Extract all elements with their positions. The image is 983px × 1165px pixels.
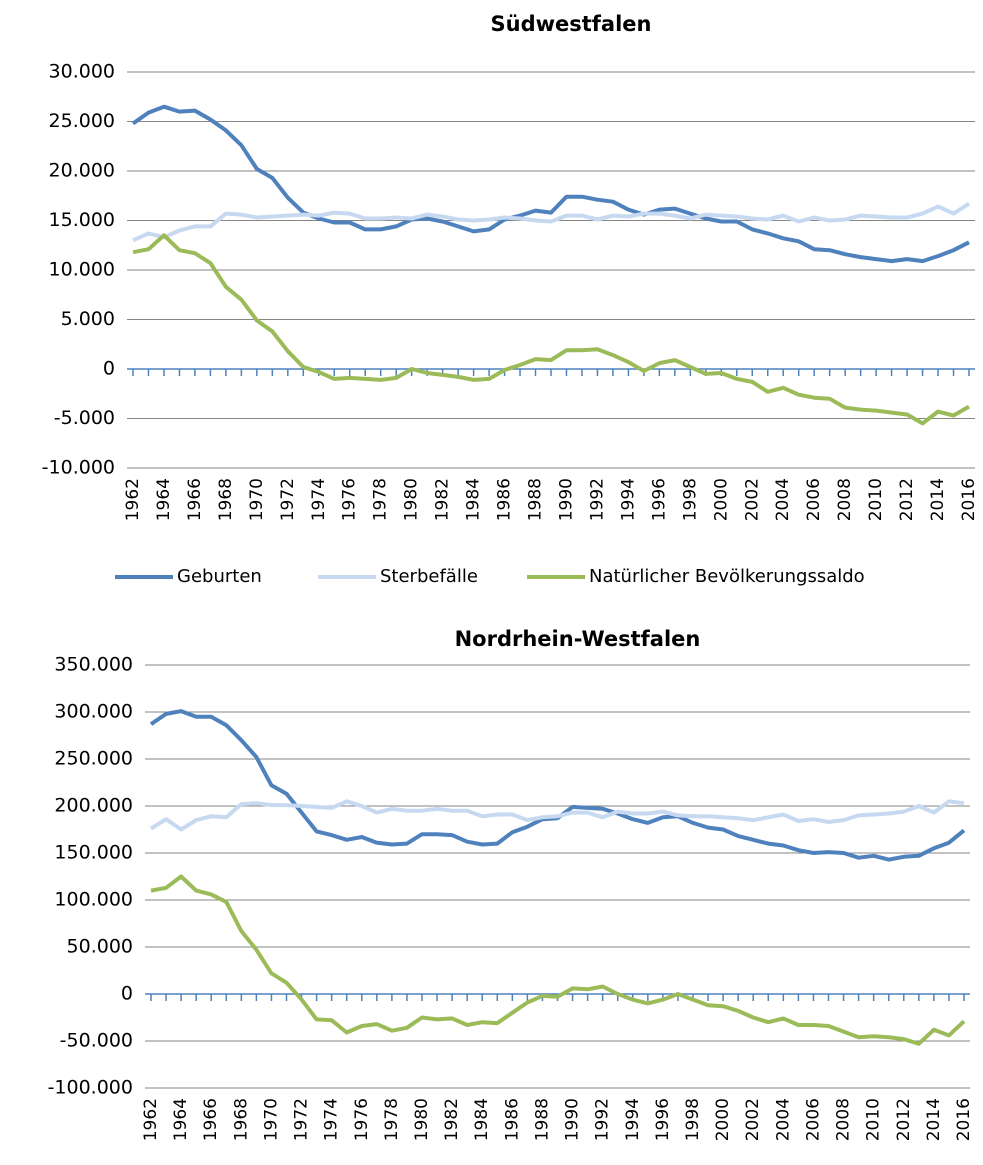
y-tick-label: 20.000 — [49, 160, 115, 182]
x-tick-label: 1976 — [352, 1098, 372, 1141]
x-tick-label: 2000 — [713, 1098, 733, 1141]
y-tick-label: 150.000 — [54, 842, 133, 864]
x-tick-label: 1996 — [653, 1098, 673, 1141]
x-tick-label: 1962 — [123, 478, 143, 521]
x-tick-label: 1996 — [649, 478, 669, 521]
x-tick-label: 1976 — [340, 478, 360, 521]
x-tick-label: 1986 — [502, 1098, 522, 1141]
x-tick-label: 1968 — [231, 1098, 251, 1141]
x-tick-label: 1992 — [587, 478, 607, 521]
y-tick-label: 25.000 — [49, 110, 115, 132]
x-tick-label: 2004 — [773, 1098, 793, 1141]
x-tick-label: 1988 — [532, 1098, 552, 1141]
x-tick-label: 1982 — [433, 478, 453, 521]
x-tick-label: 2006 — [804, 478, 824, 521]
x-tick-label: 2014 — [924, 1098, 944, 1141]
legend-label: Natürlicher Bevölkerungssaldo — [589, 566, 865, 587]
x-tick-label: 1980 — [412, 1098, 432, 1141]
y-tick-label: -5.000 — [54, 407, 115, 429]
x-tick-label: 1974 — [309, 478, 329, 521]
x-tick-label: 2012 — [897, 478, 917, 521]
x-tick-label: 1972 — [278, 478, 298, 521]
x-tick-label: 1966 — [185, 478, 205, 521]
x-tick-label: 2010 — [866, 478, 886, 521]
x-tick-label: 1978 — [371, 478, 391, 521]
x-tick-label: 1974 — [322, 1098, 342, 1141]
x-tick-label: 1972 — [292, 1098, 312, 1141]
x-tick-label: 1984 — [472, 1098, 492, 1141]
y-tick-label: 5.000 — [61, 308, 115, 330]
y-tick-label: 30.000 — [49, 61, 115, 83]
data-line — [149, 799, 965, 832]
data-line — [132, 202, 971, 243]
x-tick-label: 1988 — [526, 478, 546, 521]
y-tick-label: -100.000 — [48, 1077, 133, 1099]
y-tick-label: 250.000 — [54, 748, 133, 770]
x-tick-label: 1984 — [464, 478, 484, 521]
x-tick-label: 1990 — [556, 478, 576, 521]
x-tick-label: 1964 — [171, 1098, 191, 1141]
data-line — [131, 104, 970, 264]
x-tick-label: 1990 — [563, 1098, 583, 1141]
x-tick-label: 1968 — [216, 478, 236, 521]
x-tick-label: 2002 — [743, 1098, 763, 1141]
x-tick-label: 2010 — [864, 1098, 884, 1141]
x-tick-label: 1970 — [247, 478, 267, 521]
x-tick-label: 2012 — [894, 1098, 914, 1141]
legend-label: Sterbefälle — [380, 566, 478, 587]
y-tick-label: 15.000 — [49, 209, 115, 231]
x-tick-label: 2006 — [803, 1098, 823, 1141]
y-tick-label: 300.000 — [54, 701, 133, 723]
x-tick-label: 1982 — [442, 1098, 462, 1141]
chart-title: Nordrhein-Westfalen — [455, 627, 701, 651]
x-tick-label: 2016 — [954, 1098, 974, 1141]
y-tick-label: 50.000 — [67, 936, 133, 958]
y-tick-label: 0 — [121, 983, 133, 1005]
x-tick-label: 1992 — [593, 1098, 613, 1141]
data-line — [132, 233, 970, 426]
x-tick-label: 2004 — [773, 478, 793, 521]
data-line — [149, 709, 966, 862]
y-tick-label: 10.000 — [49, 259, 115, 281]
legend-label: Geburten — [177, 566, 262, 587]
x-tick-label: 1966 — [201, 1098, 221, 1141]
x-tick-label: 2002 — [742, 478, 762, 521]
chart-title: Südwestfalen — [491, 12, 652, 36]
x-tick-label: 1994 — [623, 1098, 643, 1141]
y-tick-label: 100.000 — [54, 889, 133, 911]
y-tick-label: 200.000 — [54, 795, 133, 817]
x-tick-label: 1970 — [261, 1098, 281, 1141]
x-tick-label: 1978 — [382, 1098, 402, 1141]
x-tick-label: 2000 — [711, 478, 731, 521]
x-tick-label: 2014 — [928, 478, 948, 521]
y-tick-label: -50.000 — [60, 1030, 133, 1052]
y-tick-label: 0 — [103, 358, 115, 380]
y-tick-label: -10.000 — [42, 457, 115, 479]
x-tick-label: 1962 — [141, 1098, 161, 1141]
data-line — [150, 874, 966, 1046]
x-tick-label: 1980 — [402, 478, 422, 521]
x-tick-label: 2016 — [959, 478, 979, 521]
x-tick-label: 2008 — [834, 1098, 854, 1141]
x-tick-label: 1986 — [495, 478, 515, 521]
x-tick-label: 1998 — [680, 478, 700, 521]
x-tick-label: 1994 — [618, 478, 638, 521]
x-tick-label: 2008 — [835, 478, 855, 521]
y-tick-label: 350.000 — [54, 654, 133, 676]
x-tick-label: 1998 — [683, 1098, 703, 1141]
x-tick-label: 1964 — [154, 478, 174, 521]
